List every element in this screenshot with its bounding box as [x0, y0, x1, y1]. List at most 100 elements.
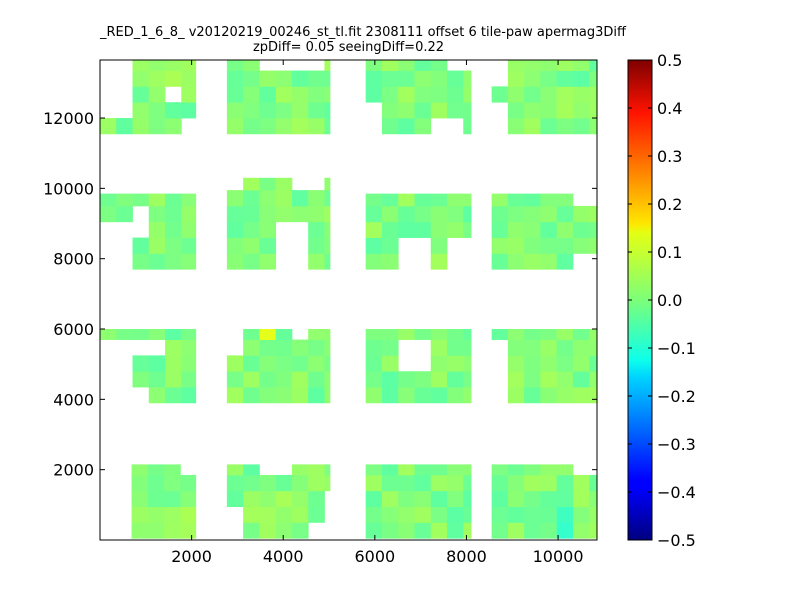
heatmap-cell [100, 205, 117, 223]
heatmap-cell [414, 371, 432, 388]
heatmap-cell [556, 339, 574, 356]
heatmap-cell [572, 474, 590, 492]
heatmap-cell [491, 474, 509, 492]
heatmap-cell [365, 355, 383, 372]
heatmap-cell [243, 474, 260, 492]
heatmap-cell [243, 339, 260, 356]
heatmap-cell [116, 193, 133, 207]
heatmap-cell [324, 329, 331, 340]
heatmap-cell [291, 506, 309, 523]
heatmap-cell [446, 355, 464, 372]
heatmap-cell [540, 329, 558, 340]
heatmap-cell [365, 60, 383, 71]
heatmap-cell [540, 86, 558, 103]
heatmap-cell [324, 237, 331, 254]
heatmap-cell [507, 490, 525, 507]
heatmap-cell [164, 464, 181, 476]
heatmap-cell [572, 490, 590, 507]
heatmap-cell [524, 522, 541, 539]
heatmap-cell [148, 205, 166, 223]
heatmap-cell [291, 70, 309, 87]
heatmap-cell [430, 70, 448, 87]
heatmap-cell [180, 506, 197, 523]
heatmap-cell [180, 490, 197, 507]
heatmap-cell [414, 464, 432, 476]
heatmap-cell [398, 86, 415, 103]
heatmap-cell [116, 329, 133, 340]
heatmap-cell [507, 474, 525, 492]
heatmap-cell [165, 221, 182, 238]
heatmap-cell [275, 490, 293, 507]
heatmap-cell [589, 221, 597, 238]
heatmap-cell [381, 193, 399, 207]
heatmap-cell [556, 193, 574, 207]
heatmap-cell [308, 371, 325, 388]
heatmap-cell [524, 371, 541, 388]
heatmap-cell [446, 490, 464, 507]
heatmap-cell [589, 490, 597, 507]
heatmap-cell [446, 387, 464, 404]
y-tick-label: 8000 [53, 250, 94, 269]
heatmap-cell [324, 339, 331, 356]
heatmap-cell [243, 205, 260, 223]
heatmap-cell [165, 329, 182, 340]
heatmap-cell [556, 474, 574, 492]
heatmap-cell [446, 339, 464, 356]
heatmap-cell [165, 387, 182, 404]
heatmap-cell [381, 253, 399, 270]
heatmap-cell [507, 522, 525, 539]
heatmap-cell [275, 102, 293, 119]
heatmap-cell [446, 205, 464, 223]
heatmap-cell [308, 70, 325, 87]
heatmap-cell [446, 522, 464, 539]
heatmap-cell [491, 253, 509, 270]
heatmap-cell [243, 490, 260, 507]
heatmap-cell [291, 118, 309, 135]
heatmap-cell [398, 387, 415, 404]
heatmap-cell [243, 221, 260, 238]
heatmap-cell [381, 506, 399, 523]
heatmap-cell [540, 490, 558, 507]
heatmap-cell [181, 60, 197, 71]
heatmap-cell [365, 205, 383, 223]
heatmap-cell [463, 490, 472, 507]
heatmap-cell [381, 60, 399, 71]
heatmap-cell [430, 205, 448, 223]
heatmap-cell [398, 221, 415, 238]
heatmap-cell [491, 205, 509, 223]
heatmap-cell [243, 177, 260, 191]
heatmap-cell [572, 237, 590, 254]
heatmap-cell [556, 70, 574, 87]
heatmap-cell [540, 506, 558, 523]
x-tick-label: 6000 [354, 547, 395, 566]
heatmap-cell [524, 118, 541, 135]
heatmap-cell [463, 474, 472, 492]
heatmap-cell [275, 387, 293, 404]
heatmap-cell [308, 205, 325, 223]
heatmap-cell [589, 506, 597, 523]
heatmap-cell [324, 70, 331, 87]
heatmap-cell [132, 237, 150, 254]
heatmap-cell [147, 464, 165, 476]
heatmap-cell [308, 490, 325, 507]
y-axis: 2000 4000 6000 8000 10000 12000 [43, 109, 597, 480]
heatmap-cell [589, 522, 597, 539]
heatmap-cell [243, 237, 260, 254]
heatmap-cell [572, 60, 590, 71]
heatmap-cell [491, 522, 509, 539]
heatmap-cell [147, 474, 165, 492]
heatmap-cell [381, 355, 399, 372]
heatmap-cell [308, 464, 325, 476]
heatmap-cell [259, 177, 277, 191]
heatmap-cell [381, 490, 399, 507]
heatmap-cell [414, 118, 432, 135]
heatmap-cell [507, 221, 525, 238]
heatmap-cell [446, 102, 464, 119]
heatmap-cell [463, 464, 472, 476]
heatmap-cell [446, 70, 464, 87]
heatmap-cell [181, 193, 197, 207]
heatmap-cell [381, 339, 399, 356]
heatmap-cell [181, 387, 197, 404]
heatmap-cell [507, 70, 525, 87]
heatmap-cell [430, 60, 448, 71]
